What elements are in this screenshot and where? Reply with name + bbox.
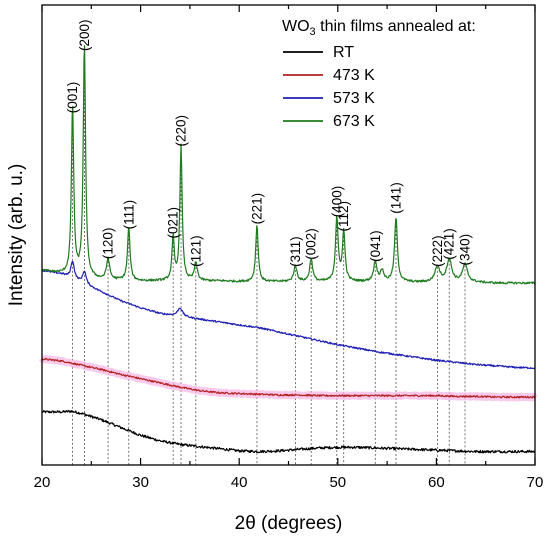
peak-label: (021)	[166, 207, 181, 239]
peak-label: (002)	[304, 228, 319, 260]
legend-entry: 673 K	[333, 113, 375, 130]
peak-drop-lines	[72, 51, 466, 465]
series-band-2	[38, 354, 538, 402]
legend-entry: RT	[333, 44, 354, 61]
peak-label: (041)	[368, 230, 383, 262]
legend-entry: 573 K	[333, 90, 375, 107]
peak-label: (220)	[174, 115, 189, 147]
peak-label: (200)	[77, 19, 92, 51]
x-axis-title: 2θ (degrees)	[235, 513, 343, 534]
peak-label: (311)	[288, 236, 303, 267]
x-tick-label: 70	[527, 474, 544, 491]
axes: 20 30 40 50 60 70	[34, 4, 544, 491]
peak-label: (222)	[430, 235, 445, 267]
peak-label: (221)	[249, 193, 264, 225]
series-line-573-k	[41, 260, 536, 370]
x-tick-label: 30	[132, 474, 149, 491]
legend-title: WO3 thin films annealed at:	[282, 18, 476, 38]
peak-label: (340)	[457, 234, 472, 266]
series-line-rt	[41, 409, 536, 454]
legend-entry: 473 K	[333, 67, 375, 84]
x-tick-label: 40	[231, 474, 248, 491]
peak-label: (111)	[121, 200, 136, 230]
peak-label: (141)	[388, 182, 403, 214]
peak-label: (421)	[442, 228, 457, 260]
series-line-673-k	[41, 45, 536, 285]
y-axis-title: Intensity (arb. u.)	[6, 164, 27, 307]
x-tick-label: 60	[428, 474, 445, 491]
series-line-473-k	[41, 357, 536, 399]
peak-label: (001)	[65, 82, 80, 114]
series-layer	[38, 45, 538, 454]
peak-label: (112)	[336, 201, 351, 232]
peak-label: (120)	[101, 228, 116, 260]
peak-label: (400)	[329, 186, 344, 218]
peak-labels: (001) (200) (120) (111) (021) (220) (121) (221)…	[65, 19, 472, 266]
x-tick-label: 50	[329, 474, 346, 491]
peak-label: (121)	[188, 235, 203, 267]
x-tick-label: 20	[34, 474, 51, 491]
legend: WO3 thin films annealed at: RT 473 K 573 K 6…	[282, 18, 476, 130]
